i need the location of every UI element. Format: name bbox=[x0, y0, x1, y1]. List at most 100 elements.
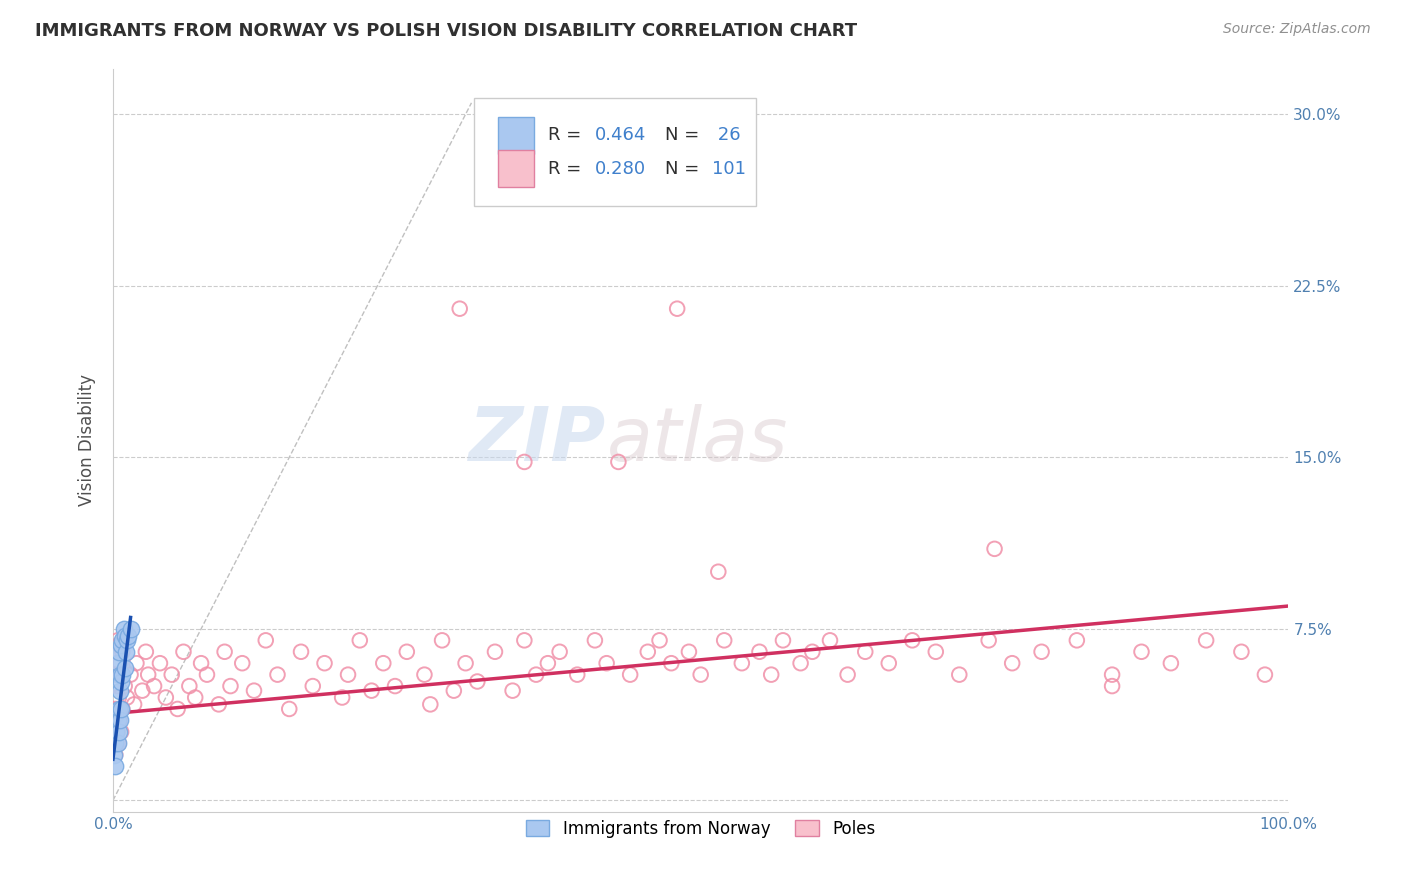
Point bbox=[108, 690, 131, 705]
Point bbox=[666, 301, 689, 316]
Point bbox=[748, 645, 770, 659]
Point bbox=[301, 679, 323, 693]
Point bbox=[179, 679, 201, 693]
Point bbox=[330, 690, 353, 705]
Point bbox=[111, 702, 134, 716]
Text: 26: 26 bbox=[713, 127, 741, 145]
Point bbox=[115, 690, 138, 705]
Point bbox=[337, 667, 360, 681]
Point bbox=[467, 674, 489, 689]
Point bbox=[131, 683, 153, 698]
Point bbox=[104, 702, 127, 716]
Point bbox=[595, 657, 617, 671]
Point bbox=[107, 679, 129, 693]
Point bbox=[114, 679, 136, 693]
Point bbox=[513, 455, 536, 469]
Point bbox=[107, 633, 129, 648]
Point bbox=[117, 629, 139, 643]
Point bbox=[484, 645, 506, 659]
Point bbox=[384, 679, 406, 693]
Text: atlas: atlas bbox=[606, 404, 787, 476]
Point bbox=[513, 633, 536, 648]
Point bbox=[254, 633, 277, 648]
Point bbox=[108, 683, 131, 698]
Point bbox=[231, 657, 253, 671]
Point bbox=[110, 702, 132, 716]
Point bbox=[548, 645, 571, 659]
Text: N =: N = bbox=[665, 160, 706, 178]
Point bbox=[108, 702, 131, 716]
Point bbox=[108, 724, 131, 739]
Point bbox=[103, 667, 125, 681]
Point bbox=[349, 633, 371, 648]
Point bbox=[266, 667, 288, 681]
Point bbox=[443, 683, 465, 698]
Point bbox=[110, 674, 132, 689]
Point bbox=[104, 657, 127, 671]
Bar bbox=[499, 117, 534, 154]
Text: 0.464: 0.464 bbox=[595, 127, 647, 145]
Point bbox=[801, 645, 824, 659]
Point bbox=[103, 747, 125, 762]
Point bbox=[983, 541, 1005, 556]
Point bbox=[107, 724, 129, 739]
Point bbox=[853, 645, 876, 659]
Point bbox=[108, 638, 131, 652]
Point bbox=[761, 667, 783, 681]
Point bbox=[184, 690, 207, 705]
Text: Source: ZipAtlas.com: Source: ZipAtlas.com bbox=[1223, 22, 1371, 37]
Text: R =: R = bbox=[548, 127, 586, 145]
Point bbox=[449, 301, 471, 316]
Text: N =: N = bbox=[665, 127, 706, 145]
Point bbox=[107, 714, 129, 728]
Point bbox=[1195, 633, 1218, 648]
Point bbox=[105, 645, 128, 659]
Point bbox=[524, 667, 547, 681]
Point bbox=[637, 645, 659, 659]
Point bbox=[115, 633, 138, 648]
Point bbox=[1130, 645, 1153, 659]
Point bbox=[360, 683, 382, 698]
Point bbox=[1101, 667, 1123, 681]
Point bbox=[111, 633, 134, 648]
Point bbox=[104, 747, 127, 762]
Point bbox=[120, 667, 142, 681]
Point bbox=[1254, 667, 1277, 681]
Text: 101: 101 bbox=[713, 160, 747, 178]
Point bbox=[219, 679, 242, 693]
Point bbox=[659, 657, 682, 671]
Point bbox=[108, 645, 131, 659]
Point bbox=[731, 657, 754, 671]
Point bbox=[707, 565, 730, 579]
Point bbox=[543, 142, 565, 156]
Point bbox=[136, 667, 159, 681]
Point bbox=[166, 702, 188, 716]
Point bbox=[877, 657, 900, 671]
Point bbox=[208, 698, 231, 712]
Point bbox=[190, 657, 212, 671]
FancyBboxPatch shape bbox=[474, 98, 756, 206]
Point bbox=[111, 667, 134, 681]
Point bbox=[607, 455, 630, 469]
Point bbox=[112, 622, 135, 636]
Point bbox=[901, 633, 924, 648]
Point bbox=[713, 633, 735, 648]
Point bbox=[1160, 657, 1182, 671]
Point bbox=[108, 736, 131, 750]
Point bbox=[1101, 679, 1123, 693]
Point bbox=[583, 633, 606, 648]
Point bbox=[107, 657, 129, 671]
Legend: Immigrants from Norway, Poles: Immigrants from Norway, Poles bbox=[519, 814, 882, 845]
Text: R =: R = bbox=[548, 160, 586, 178]
Point bbox=[195, 667, 218, 681]
Point bbox=[104, 736, 127, 750]
Point bbox=[537, 657, 560, 671]
Point bbox=[143, 679, 166, 693]
Point bbox=[214, 645, 236, 659]
Point bbox=[948, 667, 970, 681]
Point bbox=[454, 657, 477, 671]
Point bbox=[135, 645, 157, 659]
Point bbox=[925, 645, 948, 659]
Point bbox=[108, 714, 131, 728]
Point bbox=[160, 667, 183, 681]
